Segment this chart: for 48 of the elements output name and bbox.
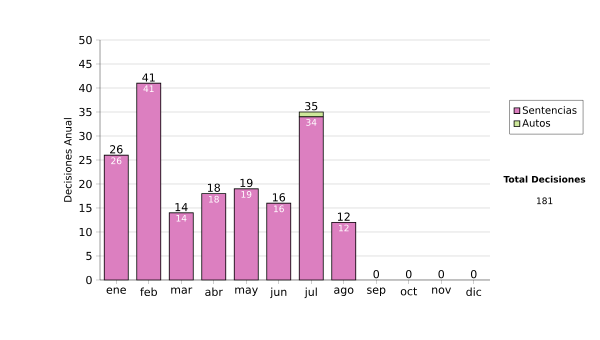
total-label: 0 xyxy=(406,270,412,278)
y-tick-label: 15 xyxy=(80,204,92,212)
data-label: 12 xyxy=(339,224,349,232)
x-tick-label: ene xyxy=(106,288,126,294)
x-tick-label: abr xyxy=(205,288,223,296)
x-tick-label: jul xyxy=(304,288,317,298)
y-tick-label: 35 xyxy=(79,108,92,116)
data-label: 26 xyxy=(111,157,122,164)
total-label: 41 xyxy=(142,73,155,82)
total-label: 14 xyxy=(175,203,188,212)
y-tick-label: 50 xyxy=(79,36,92,44)
data-label: 16 xyxy=(274,205,284,212)
total-label: 26 xyxy=(110,145,123,154)
y-tick-label: 40 xyxy=(79,84,92,92)
x-tick-label: dic xyxy=(466,288,482,296)
x-tick-label: jun xyxy=(270,288,286,298)
y-tick-label: 0 xyxy=(86,276,92,284)
y-tick-label: 30 xyxy=(79,132,92,140)
y-axis-title: Decisiones Anual xyxy=(64,118,72,202)
total-label: 0 xyxy=(373,270,380,278)
text: 181 xyxy=(536,197,552,204)
total-label: 0 xyxy=(470,270,477,278)
text: Total Decisiones xyxy=(504,176,586,183)
total-label: 18 xyxy=(208,184,220,192)
y-tick-label: 25 xyxy=(79,156,92,164)
data-label: 41 xyxy=(143,85,154,92)
x-tick-label: feb xyxy=(140,288,157,296)
total-label: 0 xyxy=(438,270,444,278)
x-tick-label: nov xyxy=(432,288,452,294)
legend-label: Autos xyxy=(522,119,550,127)
x-tick-label: oct xyxy=(400,288,418,296)
data-label: 19 xyxy=(242,190,252,198)
total-label: 35 xyxy=(305,102,318,110)
y-tick-label: 45 xyxy=(79,60,92,68)
total-label: 12 xyxy=(338,212,350,221)
legend-label: Sentencias xyxy=(522,106,577,114)
y-tick-label: 20 xyxy=(79,180,92,188)
data-label: 14 xyxy=(176,214,186,222)
total-label: 16 xyxy=(272,193,286,202)
data-label: 18 xyxy=(209,196,219,203)
total-label: 19 xyxy=(240,178,252,188)
x-tick-label: mar xyxy=(171,288,192,294)
data-label: 34 xyxy=(306,118,316,126)
x-tick-label: sep xyxy=(367,288,386,296)
y-tick-label: 5 xyxy=(86,252,92,260)
x-tick-label: may xyxy=(235,288,258,296)
y-tick-label: 10 xyxy=(80,228,92,236)
x-tick-label: ago xyxy=(334,288,354,296)
